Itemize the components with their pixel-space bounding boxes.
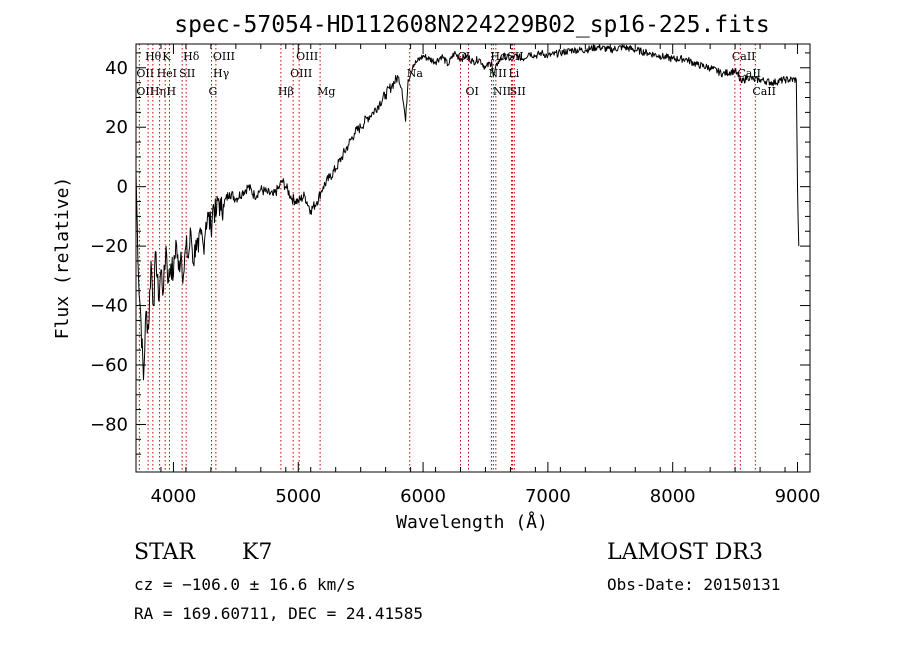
marker-lines <box>138 44 756 472</box>
x-axis-label: Wavelength (Å) <box>396 511 548 533</box>
chart-title: spec-57054-HD112608N224229B02_sp16-225.f… <box>174 12 769 38</box>
y-tick-label: 40 <box>105 58 128 79</box>
spectrum-line <box>135 43 800 381</box>
marker-label: OIII <box>290 67 312 80</box>
marker-label: K <box>162 50 171 63</box>
marker-label: CI <box>458 50 471 63</box>
marker-label: CaII <box>752 85 776 98</box>
marker-label: CaII <box>737 67 761 80</box>
marker-label: H <box>166 85 176 98</box>
marker-label: SII <box>179 67 195 80</box>
x-tick-label: 4000 <box>151 486 197 507</box>
obs-date: Obs-Date: 20150131 <box>607 575 781 594</box>
y-tick-label: −80 <box>90 414 128 435</box>
plot-frame <box>135 43 811 473</box>
x-tick-label: 8000 <box>650 486 696 507</box>
class-label: STAR <box>134 540 195 565</box>
marker-label: Hδ <box>183 50 200 63</box>
y-tick-label: −60 <box>90 355 128 376</box>
marker-label: Mg <box>317 85 335 98</box>
marker-label: CaII <box>732 50 756 63</box>
marker-label: OIII <box>213 50 235 63</box>
redshift-readout: cz = −106.0 ± 16.6 km/s <box>134 575 356 594</box>
subclass-label: K7 <box>242 540 273 565</box>
y-tick-label: −20 <box>90 236 128 257</box>
marker-label: HeI <box>157 67 177 80</box>
x-tick-label: 9000 <box>775 486 821 507</box>
marker-label: Hθ <box>145 50 162 63</box>
x-tick-label: 6000 <box>400 486 446 507</box>
marker-label: Li <box>508 67 519 80</box>
marker-label: OII <box>136 85 154 98</box>
marker-label: Hβ <box>278 85 294 98</box>
y-axis-ticks: −80 −60 −40 −20 0 20 40 <box>90 52 810 455</box>
y-tick-label: −40 <box>90 296 128 317</box>
marker-label: OI <box>466 85 479 98</box>
y-tick-label: 0 <box>117 177 128 198</box>
marker-label: Hη <box>150 85 166 98</box>
x-tick-label: 7000 <box>525 486 571 507</box>
coordinates: RA = 169.60711, DEC = 24.41585 <box>134 604 423 623</box>
marker-label: OIII <box>296 50 318 63</box>
x-axis-ticks: 4000 5000 6000 7000 8000 9000 <box>135 44 821 507</box>
marker-label: Na <box>407 67 424 80</box>
y-tick-label: 20 <box>105 117 128 138</box>
y-axis-label: Flux (relative) <box>52 177 73 340</box>
marker-label: G <box>209 85 218 98</box>
spectrum-series <box>135 43 800 381</box>
marker-label: Hγ <box>213 67 230 80</box>
marker-label: HαSII <box>490 50 523 63</box>
survey-label: LAMOST DR3 <box>607 540 763 565</box>
x-tick-label: 5000 <box>275 486 321 507</box>
marker-label: OII <box>136 67 154 80</box>
marker-label: NII <box>493 85 511 98</box>
marker-label: SII <box>510 85 526 98</box>
marker-label: NII <box>488 67 506 80</box>
